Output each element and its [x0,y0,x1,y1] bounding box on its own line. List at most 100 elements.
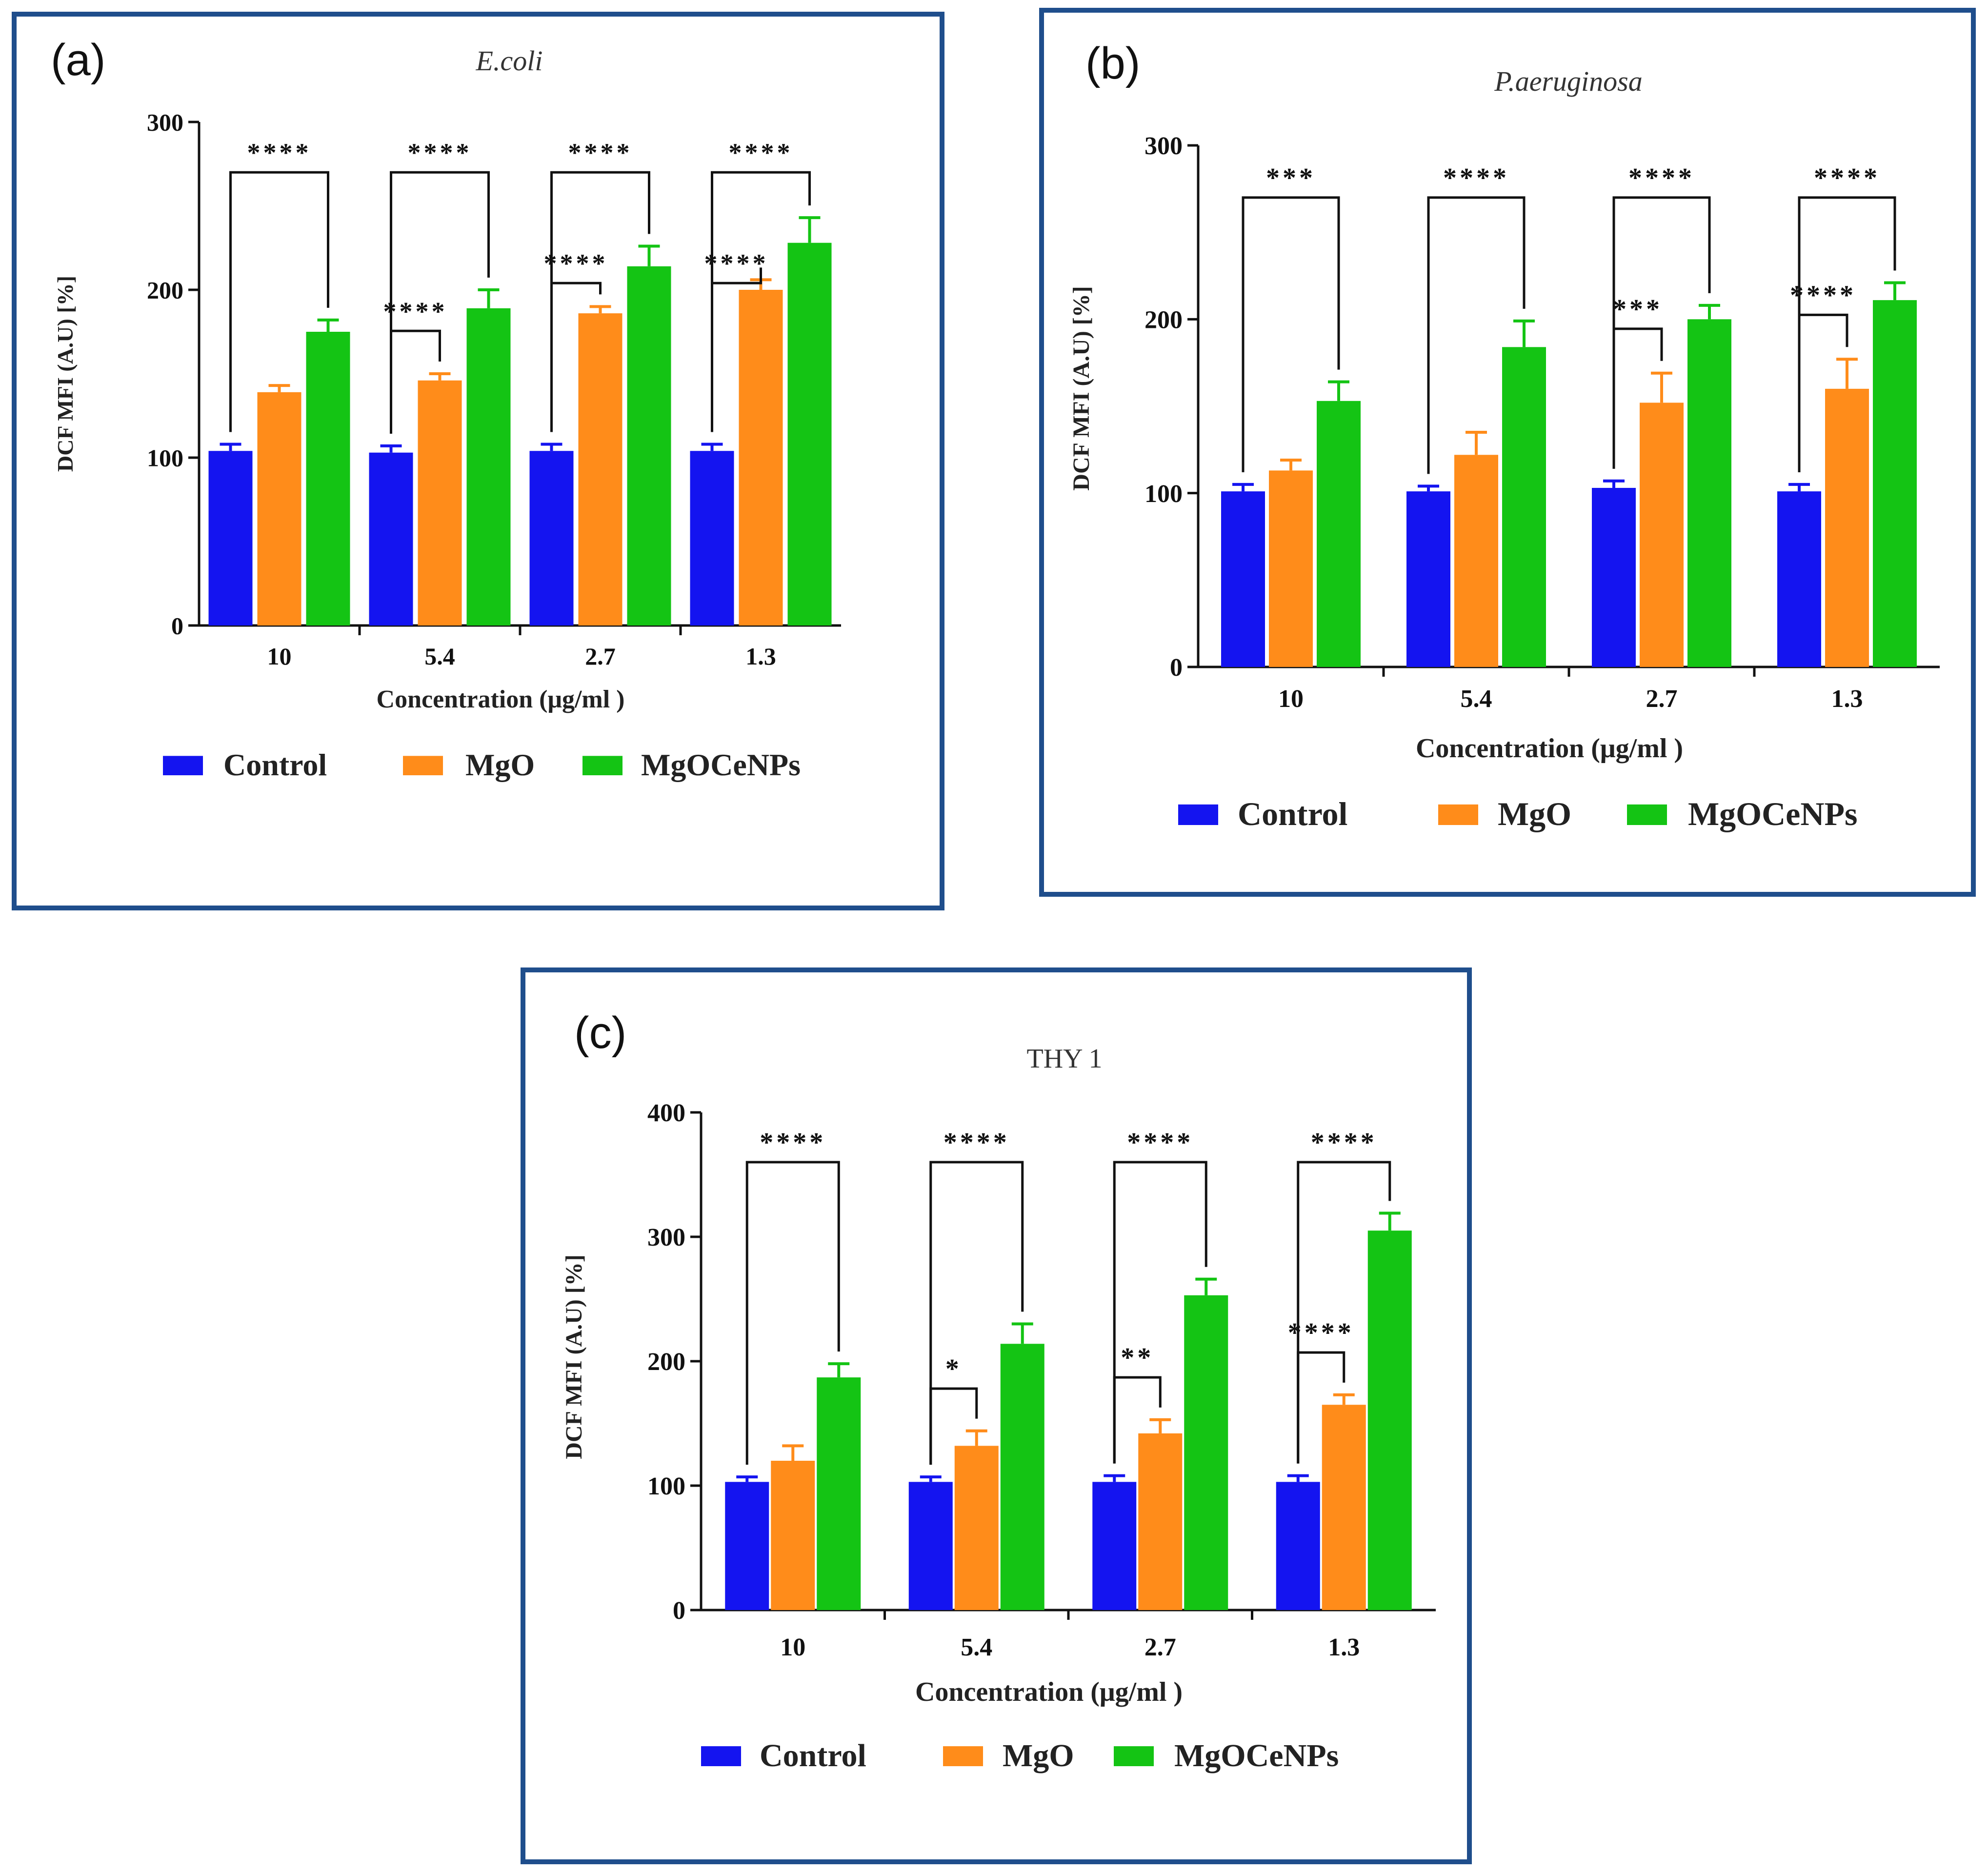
significance-label: *** [1266,163,1316,193]
bar-mgo-1.3 [1322,1405,1366,1610]
legend-swatch-mgocenps [582,756,623,775]
significance-bracket [1113,1376,1162,1464]
bar-mgo-5.4 [954,1446,999,1610]
bar-control-5.4 [1406,491,1450,667]
y-tick-label: 300 [147,109,183,136]
bar-mgo-10 [1269,470,1313,667]
x-axis-label: Concentration (μg/ml ) [1416,733,1683,764]
bar-mgocenps-5.4 [1000,1344,1044,1610]
significance-label: **** [1443,163,1509,193]
bar-mgo-10 [771,1461,815,1610]
significance-bracket [929,1387,978,1465]
significance-bracket [1242,196,1340,472]
bar-control-2.7 [1092,1482,1137,1610]
legend-label-mgocenps: MgOCeNPs [1174,1738,1339,1773]
chart-panel-c: (c) THY 1 0 100 200 300 400 DCF MFI (A.U) [%] 10… [521,967,1472,1864]
legend-label-control: Control [1238,795,1347,832]
bar-control-10 [1221,491,1265,667]
bar-mgocenps-1.3 [787,242,832,625]
chart-panel-b: (b) P.aeruginosa 0 100 200 300 DCF MFI (A.U) [… [1039,8,1976,897]
significance-bracket [1113,1161,1207,1464]
bar-mgocenps-2.7 [1687,319,1731,667]
x-tick-label: 1.3 [1328,1633,1360,1661]
legend-swatch-mgo [403,756,443,775]
bar-mgocenps-5.4 [1502,347,1546,667]
significance-label: **** [568,138,633,167]
bar-control-5.4 [908,1482,953,1610]
legend-label-mgo: MgO [1003,1738,1074,1773]
significance-label: **** [544,249,608,278]
significance-bracket [1427,196,1526,474]
bar-mgo-1.3 [1825,388,1869,667]
significance-label: ** [1121,1343,1154,1373]
y-tick-label: 100 [647,1472,685,1500]
x-axis-label: Concentration (μg/ml ) [915,1677,1183,1707]
significance-label: **** [247,138,312,167]
chart-title: THY 1 [1026,1044,1102,1074]
bar-mgocenps-1.3 [1367,1230,1412,1610]
significance-label: **** [408,138,472,167]
significance-label: **** [1814,163,1880,193]
y-tick-label: 200 [147,277,183,304]
significance-label: **** [944,1128,1010,1158]
y-tick-label: 200 [647,1348,685,1376]
bar-mgocenps-5.4 [466,308,511,625]
y-tick-label: 300 [647,1224,685,1251]
significance-bracket [390,329,441,434]
bar-mgocenps-2.7 [627,266,671,625]
bar-mgo-1.3 [739,290,783,625]
bar-mgo-2.7 [1640,403,1684,667]
significance-label: * [945,1354,962,1384]
chart-svg-0: (a) E.coli 0 100 200 300 DCF MFI (A.U) [%] 10 5.… [51,35,841,782]
legend-label-mgocenps: MgOCeNPs [641,747,801,782]
chart-svg-2: (c) THY 1 0 100 200 300 400 DCF MFI (A.U) [%] 10… [561,1008,1436,1773]
legend-label-mgo: MgO [465,747,535,782]
bar-mgocenps-10 [306,332,350,625]
significance-bracket [1297,1161,1391,1464]
panel-label: (c) [574,1008,626,1058]
bar-mgo-10 [257,392,301,625]
x-tick-label: 2.7 [585,643,616,670]
x-tick-label: 10 [780,1633,805,1661]
significance-bracket [1798,313,1848,472]
significance-bracket [1612,327,1663,469]
y-axis-label: DCF MFI (A.U) [%] [1068,286,1094,490]
y-tick-label: 200 [1145,306,1183,334]
significance-bracket [711,267,762,432]
bar-mgo-2.7 [1138,1433,1183,1610]
x-tick-label: 10 [267,643,292,670]
x-tick-label: 1.3 [745,643,776,670]
bar-mgocenps-2.7 [1184,1295,1228,1610]
legend-label-mgocenps: MgOCeNPs [1688,795,1857,832]
y-tick-label: 0 [673,1597,685,1625]
significance-label: **** [1628,163,1695,193]
legend-swatch-mgocenps [1627,804,1667,825]
bar-control-1.3 [690,451,734,625]
chart-title: E.coli [476,45,543,77]
significance-bracket [550,282,602,432]
legend-label-control: Control [760,1738,866,1773]
significance-bracket [390,171,490,434]
legend-swatch-control [701,1746,741,1766]
legend-swatch-mgocenps [1114,1746,1154,1766]
bar-control-1.3 [1777,491,1821,667]
panel-label: (a) [51,35,105,85]
significance-label: **** [1790,280,1856,310]
x-tick-label: 2.7 [1145,1633,1176,1661]
significance-bracket [229,171,329,432]
significance-label: **** [729,138,793,167]
x-tick-label: 10 [1278,685,1304,713]
x-tick-label: 1.3 [1831,685,1863,713]
y-axis-label: DCF MFI (A.U) [%] [53,276,78,472]
legend-swatch-mgo [943,1746,983,1766]
y-tick-label: 0 [171,612,183,640]
legend-swatch-control [163,756,203,775]
significance-bracket [1297,1351,1345,1464]
bar-control-10 [208,451,253,625]
significance-label: **** [383,297,448,326]
significance-label: **** [1127,1128,1193,1158]
legend-swatch-control [1178,804,1218,825]
significance-bracket [929,1161,1024,1465]
x-tick-label: 5.4 [1461,685,1492,713]
bar-control-1.3 [1276,1482,1320,1610]
